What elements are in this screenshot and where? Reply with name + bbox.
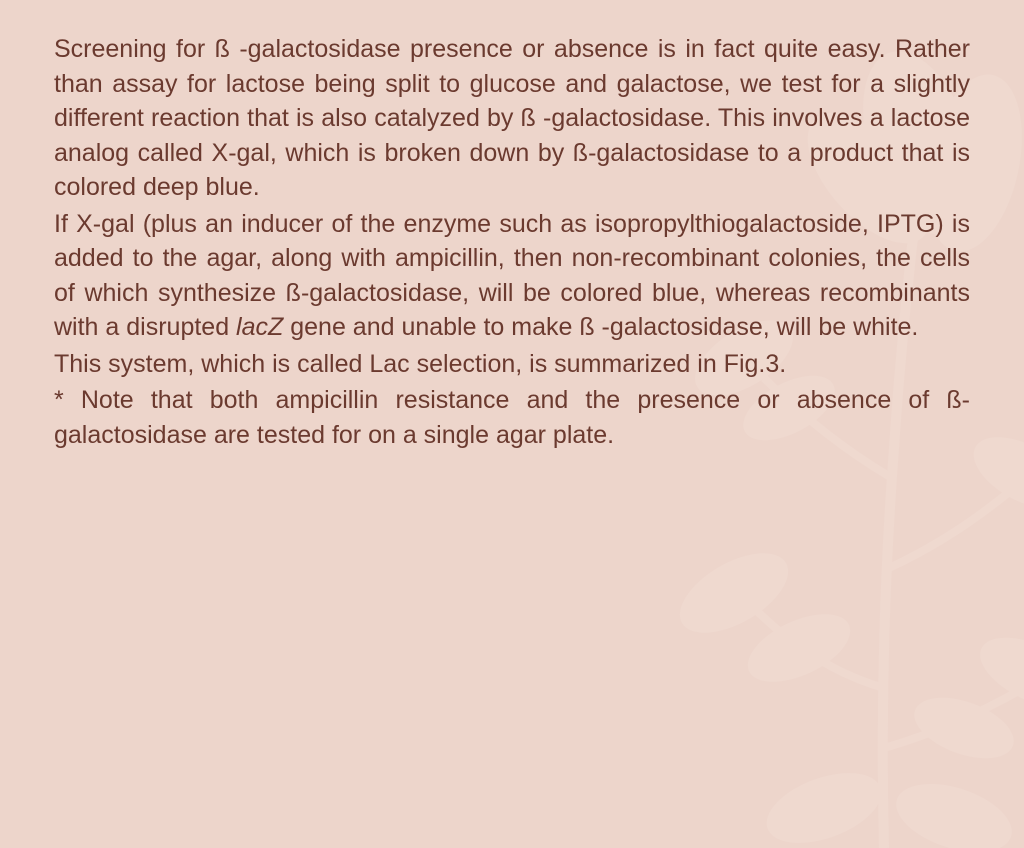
paragraph-1: Screening for ß -galactosidase presence … — [54, 32, 970, 205]
text: This system, which is called Lac selecti… — [54, 350, 786, 378]
paragraph-4: * Note that both ampicillin resistance a… — [54, 383, 970, 452]
paragraph-3: This system, which is called Lac selecti… — [54, 347, 970, 382]
text: Screening for ß -galactosidase presence … — [54, 35, 970, 201]
paragraph-2: If X-gal (plus an inducer of the enzyme … — [54, 207, 970, 345]
gene-name-italic: lacZ — [236, 313, 283, 341]
slide-text-content: Screening for ß -galactosidase presence … — [0, 0, 1024, 452]
text: gene and unable to make ß -galactosidase… — [283, 313, 918, 341]
text: * Note that both ampicillin resistance a… — [54, 386, 970, 449]
